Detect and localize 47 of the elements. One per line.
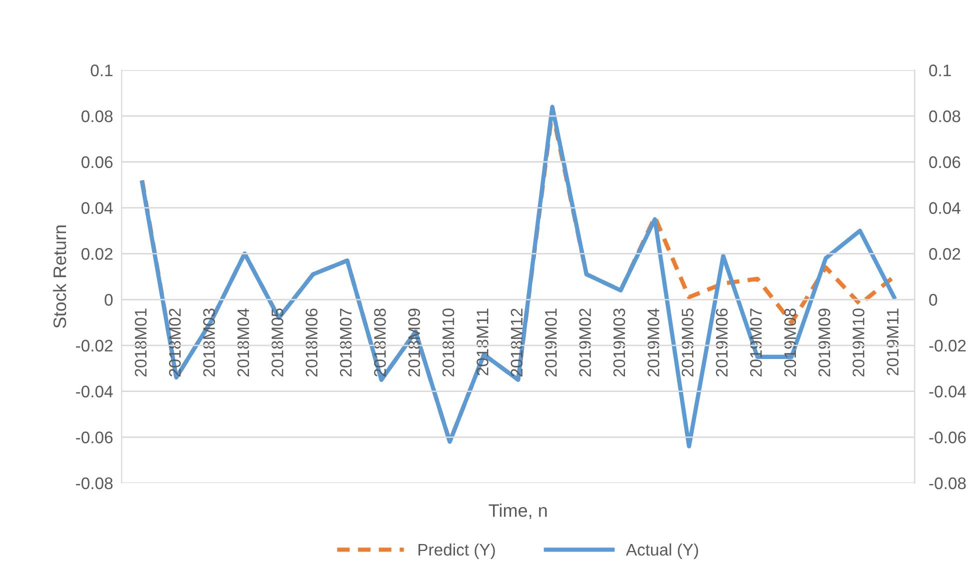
x-tick-label: 2019M07 bbox=[750, 308, 762, 376]
x-tick-label: 2019M08 bbox=[784, 308, 796, 376]
y-tick-label: 0.06 bbox=[82, 156, 113, 168]
y2-tick-label: 0.08 bbox=[929, 110, 960, 122]
x-tick-label: 2019M09 bbox=[818, 308, 830, 376]
x-tick-label: 2018M08 bbox=[374, 308, 386, 376]
y2-tick-label: 0.1 bbox=[929, 64, 951, 76]
y-tick-label: 0 bbox=[104, 294, 113, 306]
y-tick-label: -0.06 bbox=[76, 432, 113, 444]
x-tick-label: 2018M06 bbox=[306, 308, 318, 376]
y2-tick-label: -0.06 bbox=[929, 432, 966, 444]
y2-tick-label: -0.04 bbox=[929, 386, 966, 398]
x-tick-label: 2018M01 bbox=[134, 308, 147, 376]
y2-tick-label: 0.04 bbox=[929, 202, 960, 214]
x-tick-label: 2019M03 bbox=[613, 308, 626, 376]
x-tick-label: 2019M11 bbox=[886, 308, 899, 376]
y-tick-label: 0.08 bbox=[82, 110, 113, 122]
y2-tick-label: -0.02 bbox=[929, 340, 966, 352]
y-tick-label: -0.02 bbox=[76, 340, 112, 352]
x-tick-label: 2019M06 bbox=[716, 308, 728, 376]
x-tick-label: 2019M01 bbox=[544, 308, 557, 376]
x-tick-label: 2018M03 bbox=[203, 308, 215, 376]
y-tick-label: -0.08 bbox=[76, 477, 113, 490]
x-tick-label: 2018M12 bbox=[510, 308, 523, 376]
y-tick-label: 0.02 bbox=[82, 248, 112, 260]
x-tick-label: 2019M05 bbox=[682, 308, 694, 376]
legend-label: Actual (Y) bbox=[626, 543, 698, 559]
y-tick-label: -0.04 bbox=[76, 386, 113, 398]
x-tick-label: 2018M10 bbox=[442, 308, 454, 376]
x-tick-label: 2018M05 bbox=[272, 308, 284, 376]
x-tick-label: 2018M04 bbox=[237, 308, 250, 376]
y2-tick-label: 0.06 bbox=[929, 156, 960, 168]
y-tick-label: 0.04 bbox=[82, 202, 113, 214]
y-axis-title: Stock Return bbox=[52, 226, 66, 328]
x-tick-label: 2019M04 bbox=[648, 308, 660, 376]
y2-tick-label: 0 bbox=[929, 294, 938, 306]
x-axis-title: Time, n bbox=[488, 504, 547, 520]
x-tick-label: 2018M07 bbox=[340, 308, 352, 376]
y2-tick-label: 0.02 bbox=[929, 248, 960, 260]
y2-tick-label: -0.08 bbox=[929, 477, 966, 490]
x-tick-label: 2019M02 bbox=[579, 308, 591, 376]
x-tick-label: 2019M10 bbox=[852, 308, 864, 376]
legend-label: Predict (Y) bbox=[418, 543, 495, 559]
x-tick-label: 2018M09 bbox=[408, 308, 420, 376]
x-tick-label: 2018M11 bbox=[476, 308, 488, 376]
y-tick-label: 0.1 bbox=[90, 64, 112, 76]
x-tick-label: 2018M02 bbox=[168, 308, 181, 376]
